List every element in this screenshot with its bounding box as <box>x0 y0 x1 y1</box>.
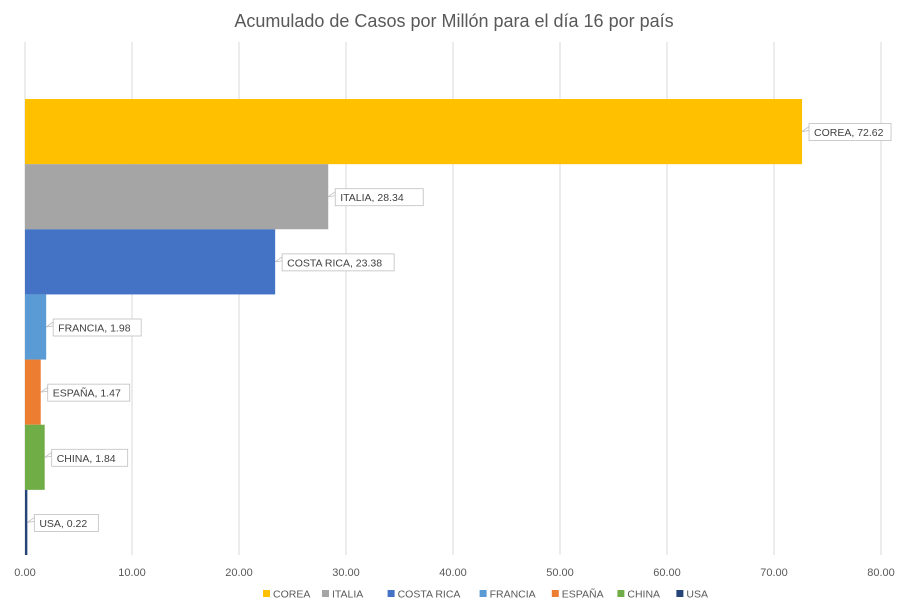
data-label: CHINA, 1.84 <box>57 453 116 465</box>
bar <box>25 424 45 490</box>
legend-swatch <box>387 590 395 597</box>
data-label-box <box>52 318 142 337</box>
legend-item: ESPAÑA <box>551 588 604 601</box>
legend-swatch <box>676 590 684 597</box>
bars <box>25 99 803 555</box>
data-label-box <box>808 123 892 141</box>
x-tick-label: 70.00 <box>760 567 788 579</box>
legend-item: USA <box>676 589 708 601</box>
bar <box>25 489 28 555</box>
chart-title: Acumulado de Casos por Millón para el dí… <box>234 11 673 31</box>
legend-label: ESPAÑA <box>562 588 604 601</box>
data-label-box <box>334 188 424 207</box>
x-tick-label: 50.00 <box>546 567 574 579</box>
data-label-callout: COSTA RICA, 23.38 <box>274 253 395 272</box>
legend-swatch <box>551 590 559 597</box>
legend: COREA ITALIA COSTA RICA FRANCIA ESPAÑA CHINA U… <box>263 588 708 601</box>
legend-label: CHINA <box>627 589 660 601</box>
legend-item: COSTA RICA <box>387 589 461 601</box>
bar <box>25 294 47 360</box>
x-tick-label: 40.00 <box>439 567 467 579</box>
legend-label: ITALIA <box>332 589 363 601</box>
legend-item: CHINA <box>617 589 660 601</box>
data-label: ESPAÑA, 1.47 <box>53 387 121 400</box>
data-label-box <box>47 383 131 402</box>
x-tick-label: 0.00 <box>14 567 35 579</box>
data-label-callout: ESPAÑA, 1.47 <box>40 383 131 402</box>
legend-label: COSTA RICA <box>398 589 461 601</box>
legend-item: ITALIA <box>322 589 363 601</box>
data-label-callout: ITALIA, 28.34 <box>328 188 424 207</box>
x-tick-label: 80.00 <box>867 567 895 579</box>
legend-label: USA <box>686 589 708 601</box>
data-label-box <box>33 514 99 532</box>
legend-swatch <box>479 590 487 597</box>
data-label: COREA, 72.62 <box>814 127 884 139</box>
legend-item: COREA <box>263 589 310 601</box>
data-label: COSTA RICA, 23.38 <box>287 257 382 269</box>
data-label: ITALIA, 28.34 <box>340 192 404 204</box>
legend-swatch <box>263 590 270 597</box>
legend-label: COREA <box>273 589 310 601</box>
data-labels: COREA, 72.62 ITALIA, 28.34 COSTA RICA, 23.… <box>27 123 892 532</box>
data-label-box <box>51 448 129 467</box>
legend-swatch <box>617 590 625 597</box>
x-tick-label: 20.00 <box>225 567 253 579</box>
legend-item: FRANCIA <box>479 589 536 601</box>
data-label-callout: CHINA, 1.84 <box>44 448 129 467</box>
data-label: USA, 0.22 <box>39 518 87 530</box>
x-tick-label: 60.00 <box>653 567 681 579</box>
data-label-callout: USA, 0.22 <box>27 514 99 532</box>
bar <box>25 164 329 230</box>
legend-swatch <box>322 590 329 597</box>
data-label: FRANCIA, 1.98 <box>58 323 131 335</box>
data-label-callout: COREA, 72.62 <box>801 123 892 141</box>
x-tick-label: 10.00 <box>118 567 146 579</box>
bar <box>25 359 41 425</box>
bar <box>25 229 276 295</box>
legend-label: FRANCIA <box>490 589 536 601</box>
data-label-callout: FRANCIA, 1.98 <box>45 318 142 337</box>
x-axis-ticks: 0.00 10.00 20.00 30.00 40.00 50.00 60.00 70.00 8… <box>14 567 894 579</box>
bar <box>25 99 803 165</box>
data-label-box <box>281 253 395 272</box>
x-tick-label: 30.00 <box>332 567 360 579</box>
